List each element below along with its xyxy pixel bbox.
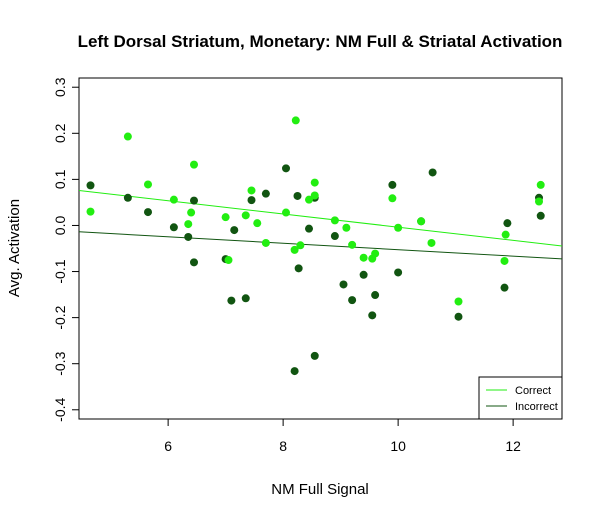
data-points [86,116,545,376]
point-incorrect [428,168,437,177]
fit-line-correct [79,189,562,247]
plot-area [78,77,563,420]
point-correct [296,241,305,250]
point-correct [330,216,339,225]
x-tick-label: 12 [505,438,521,454]
legend-label: Correct [515,385,551,397]
point-incorrect [305,224,313,233]
point-correct [187,208,196,217]
point-incorrect [290,367,299,376]
point-correct [144,180,152,189]
point-correct [535,197,543,206]
point-correct [221,213,230,222]
point-correct [427,238,436,247]
y-axis: -0.4 -0.3 -0.2 -0.1 0.0 0.1 0.2 0.3 [52,77,80,422]
point-correct [190,160,198,169]
point-incorrect [184,232,193,241]
fit-line-incorrect [79,231,562,260]
point-incorrect [190,258,198,267]
y-axis-label: Avg. Activation [6,199,23,297]
x-tick-label: 6 [164,438,172,454]
point-incorrect [144,208,152,217]
point-incorrect [359,270,368,279]
point-incorrect [454,312,463,321]
point-correct [253,219,262,228]
point-correct [501,230,510,239]
point-incorrect [261,189,270,198]
point-incorrect [500,283,509,292]
point-incorrect [503,219,512,228]
point-incorrect [190,196,198,205]
point-incorrect [230,226,239,235]
point-incorrect [394,268,403,277]
point-correct [417,217,426,226]
point-correct [241,211,250,220]
point-correct [310,191,319,200]
point-incorrect [227,296,236,305]
point-correct [305,195,313,204]
y-tick-label: 0.0 [52,216,68,236]
x-tick-label: 8 [279,438,287,454]
point-correct [282,208,290,217]
point-incorrect [282,164,290,173]
point-correct [310,178,319,187]
point-correct [359,253,368,262]
point-incorrect [368,311,377,320]
point-correct [348,240,357,249]
point-incorrect [169,223,178,232]
point-incorrect [293,191,302,200]
legend-label: Incorrect [515,401,558,413]
point-incorrect [388,180,397,189]
legend: Correct Incorrect [478,376,563,420]
y-tick-label: -0.2 [52,305,68,329]
point-incorrect [536,211,545,220]
point-incorrect [294,264,303,273]
point-incorrect [86,181,95,190]
point-correct [290,245,299,254]
point-correct [388,194,397,203]
point-correct [169,195,178,204]
x-tick-label: 10 [390,438,406,454]
x-axis-label: NM Full Signal [271,481,369,498]
point-correct [291,116,300,125]
point-correct [247,186,256,195]
x-axis: 6 8 10 12 [164,418,521,454]
y-tick-label: 0.3 [52,77,68,97]
point-correct [184,220,193,229]
point-correct [123,132,132,141]
regression-lines [79,189,562,260]
point-correct [454,297,463,306]
point-incorrect [310,351,319,360]
point-correct [86,207,95,216]
point-correct [224,256,233,265]
point-correct [536,180,545,189]
point-correct [371,249,380,258]
point-incorrect [348,296,357,305]
point-incorrect [241,294,250,303]
y-tick-label: -0.3 [52,351,68,375]
point-correct [500,256,509,265]
y-tick-label: 0.1 [52,169,68,189]
point-correct [261,238,270,247]
point-correct [394,223,403,232]
chart-title: Left Dorsal Striatum, Monetary: NM Full … [78,32,563,51]
point-incorrect [330,232,339,241]
point-incorrect [123,193,132,202]
y-tick-label: 0.2 [52,123,68,143]
point-incorrect [371,291,380,300]
point-incorrect [247,196,256,205]
point-correct [342,223,351,232]
point-incorrect [339,280,348,289]
y-tick-label: -0.1 [52,259,68,283]
legend-box [478,376,563,420]
y-tick-label: -0.4 [52,398,68,422]
